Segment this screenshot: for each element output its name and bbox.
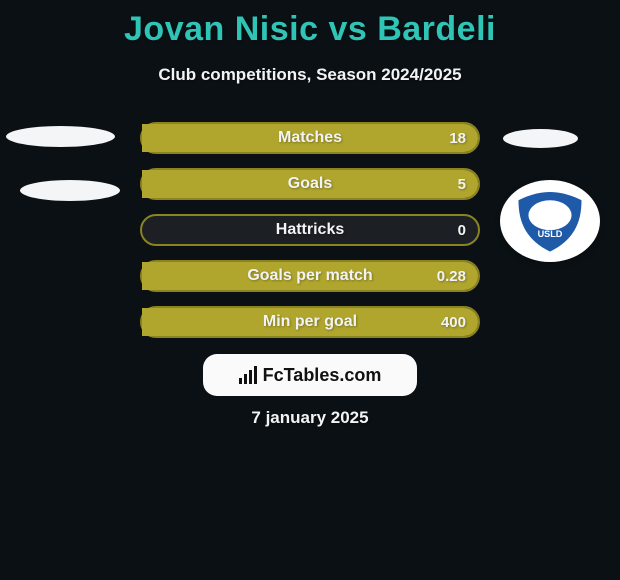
left-ellipse-2 (20, 180, 120, 201)
stat-row: Min per goal 400 (140, 306, 480, 338)
stat-rows: Matches 18 Goals 5 Hattricks 0 Goals per match… (140, 122, 480, 352)
club-badge: USLD (500, 180, 600, 262)
stat-value-right: 0.28 (437, 268, 466, 285)
stat-row: Goals per match 0.28 (140, 260, 480, 292)
left-ellipse-1 (6, 126, 115, 147)
stat-row: Hattricks 0 (140, 214, 480, 246)
chart-bars-icon (239, 366, 257, 384)
page-title: Jovan Nisic vs Bardeli (0, 0, 620, 49)
stat-value-right: 18 (449, 130, 466, 147)
stat-label: Min per goal (263, 313, 357, 331)
stat-label: Goals per match (247, 267, 372, 285)
page-subtitle: Club competitions, Season 2024/2025 (0, 65, 620, 85)
stat-value-right: 0 (458, 222, 466, 239)
club-badge-icon: USLD (508, 187, 592, 255)
footer-brand-box[interactable]: FcTables.com (203, 354, 417, 396)
stat-row: Goals 5 (140, 168, 480, 200)
club-badge-text: USLD (538, 229, 563, 239)
root-container: Jovan Nisic vs Bardeli Club competitions… (0, 0, 620, 580)
stat-label: Hattricks (276, 221, 344, 239)
stat-row: Matches 18 (140, 122, 480, 154)
stat-value-right: 400 (441, 314, 466, 331)
right-ellipse (503, 129, 578, 148)
footer-brand-text: FcTables.com (263, 365, 382, 386)
stat-value-right: 5 (458, 176, 466, 193)
stat-label: Goals (288, 175, 332, 193)
stat-label: Matches (278, 129, 342, 147)
footer-date: 7 january 2025 (0, 408, 620, 428)
